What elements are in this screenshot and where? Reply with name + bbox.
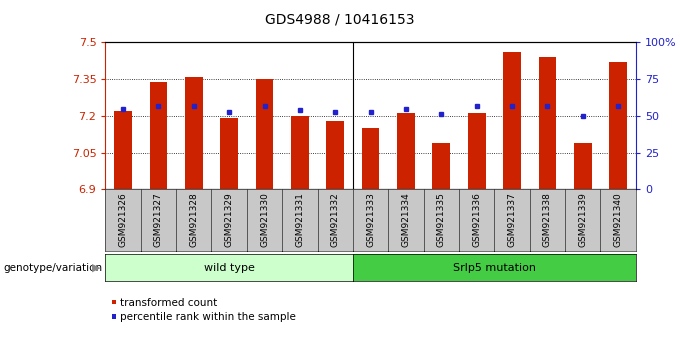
- Bar: [362, 128, 379, 189]
- Text: transformed count: transformed count: [120, 298, 217, 308]
- Text: GSM921334: GSM921334: [401, 193, 411, 247]
- Text: GSM921326: GSM921326: [118, 193, 128, 247]
- Text: GSM921338: GSM921338: [543, 193, 552, 247]
- Bar: [503, 52, 521, 189]
- Text: GDS4988 / 10416153: GDS4988 / 10416153: [265, 12, 415, 27]
- Bar: [150, 82, 167, 189]
- Text: GSM921327: GSM921327: [154, 193, 163, 247]
- Bar: [326, 121, 344, 189]
- Bar: [432, 143, 450, 189]
- Text: GSM921328: GSM921328: [189, 193, 199, 247]
- Bar: [397, 114, 415, 189]
- Text: wild type: wild type: [204, 263, 254, 273]
- Text: percentile rank within the sample: percentile rank within the sample: [120, 312, 296, 322]
- Text: GSM921340: GSM921340: [613, 193, 623, 247]
- Text: GSM921330: GSM921330: [260, 193, 269, 247]
- Bar: [256, 79, 273, 189]
- Text: GSM921337: GSM921337: [507, 193, 517, 247]
- Bar: [185, 77, 203, 189]
- Text: GSM921333: GSM921333: [366, 193, 375, 247]
- Bar: [539, 57, 556, 189]
- Bar: [220, 118, 238, 189]
- Bar: [574, 143, 592, 189]
- Text: Srlp5 mutation: Srlp5 mutation: [453, 263, 536, 273]
- Text: ▶: ▶: [92, 263, 101, 273]
- Text: GSM921335: GSM921335: [437, 193, 446, 247]
- Text: genotype/variation: genotype/variation: [3, 263, 103, 273]
- Bar: [114, 111, 132, 189]
- Text: GSM921332: GSM921332: [330, 193, 340, 247]
- Text: GSM921329: GSM921329: [224, 193, 234, 247]
- Text: GSM921336: GSM921336: [472, 193, 481, 247]
- Bar: [609, 62, 627, 189]
- Text: GSM921331: GSM921331: [295, 193, 305, 247]
- Text: GSM921339: GSM921339: [578, 193, 588, 247]
- Bar: [468, 114, 486, 189]
- Bar: [291, 116, 309, 189]
